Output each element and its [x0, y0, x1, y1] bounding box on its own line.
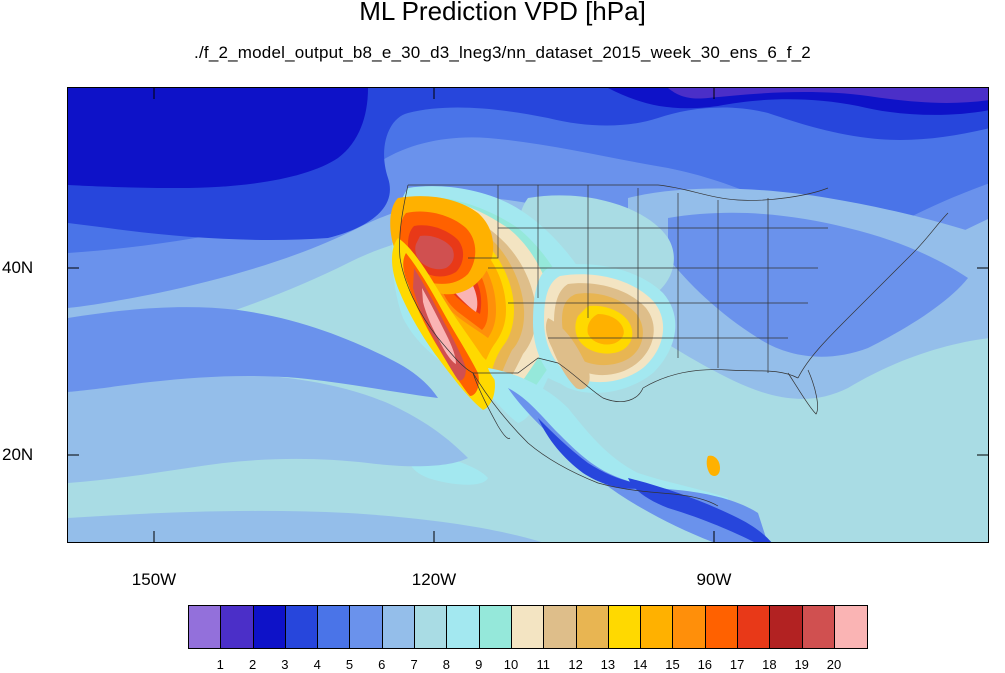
contour-pacific-7-south	[68, 510, 542, 542]
colorbar-swatch	[253, 606, 286, 648]
baja	[472, 372, 511, 439]
colorbar-swatch	[673, 606, 706, 648]
contour-mx-8	[488, 368, 728, 528]
contour-pacific-6-band	[68, 307, 438, 398]
state-line-1	[468, 185, 499, 259]
contour-east-us-5	[668, 212, 968, 357]
colorbar-label: 17	[729, 657, 745, 672]
contour-pacific-7-band	[68, 373, 468, 483]
contour-mx-11	[545, 318, 590, 390]
colorbar-label: 14	[632, 657, 648, 672]
colorbar-swatch	[834, 606, 868, 648]
colorbar-swatch	[415, 606, 448, 648]
colorbar-swatch	[770, 606, 803, 648]
us-east-coast	[797, 212, 949, 379]
colorbar-swatch	[382, 606, 416, 648]
colorbar-swatch	[576, 606, 609, 648]
chart-title: ML Prediction VPD [hPa]	[359, 0, 646, 26]
chart-subtitle: ./f_2_model_output_b8_e_30_d3_lneg3/nn_d…	[194, 43, 811, 62]
colorbar-swatch	[511, 606, 545, 648]
colorbar-label: 8	[442, 657, 450, 672]
colorbar-swatch	[285, 606, 319, 648]
colorbar-label: 5	[345, 657, 354, 672]
colorbar-swatch	[544, 606, 577, 648]
contour-north-pacific-2	[68, 88, 368, 188]
colorbar-label: 20	[826, 657, 842, 672]
florida	[787, 369, 818, 415]
colorbar-label: 19	[794, 657, 809, 672]
contour-north-1	[668, 88, 988, 103]
mexico-coast	[472, 372, 719, 507]
colorbar-label: 10	[503, 657, 519, 672]
us-mexico-border	[473, 357, 644, 402]
colorbar-label: 15	[665, 657, 680, 672]
contour-yucatan-15	[706, 455, 720, 476]
colorbar-swatch	[738, 606, 771, 648]
xtick-label-120w: 120W	[411, 570, 457, 589]
colorbar-label: 2	[248, 657, 257, 672]
colorbar-labels: 1 2 3 4 5 6 7 8 9 10 11 12 13 14 15 16 17 18 19 20	[0, 657, 1005, 673]
vpd-map	[68, 88, 988, 542]
colorbar-label: 9	[475, 657, 483, 672]
colorbar-swatch	[641, 606, 674, 648]
gulf-coast	[642, 369, 799, 389]
contour-tx-15	[587, 314, 624, 345]
colorbar-swatch	[221, 606, 254, 648]
colorbar-label: 11	[536, 657, 551, 672]
colorbar	[188, 605, 869, 649]
ytick-label-20n: 20N	[2, 445, 34, 464]
colorbar-label: 7	[410, 657, 418, 672]
colorbar-label: 13	[600, 657, 616, 672]
contour-ca-central-3	[628, 478, 772, 542]
contour-mx-3	[538, 418, 653, 489]
map-panel	[67, 87, 989, 543]
colorbar-swatch	[479, 606, 512, 648]
colorbar-label: 4	[313, 657, 321, 672]
us-canada-border	[408, 184, 829, 201]
colorbar-swatch	[608, 606, 642, 648]
contour-gb-19	[415, 235, 454, 270]
political-boundaries	[399, 184, 949, 507]
colorbar-swatch	[705, 606, 739, 648]
xtick-label-150w: 150W	[131, 570, 177, 589]
colorbar-swatch	[802, 606, 835, 648]
colorbar-swatch	[447, 606, 480, 648]
us-west-coast	[399, 184, 474, 374]
colorbar-label: 16	[697, 657, 713, 672]
contour-ca-20	[422, 288, 456, 364]
xtick-label-90w: 90W	[696, 570, 732, 589]
colorbar-label: 3	[281, 657, 289, 672]
colorbar-label: 6	[378, 657, 386, 672]
colorbar-swatch	[318, 606, 351, 648]
colorbar-swatch	[350, 606, 383, 648]
colorbar-label: 1	[216, 657, 224, 672]
colorbar-label: 12	[568, 657, 583, 672]
colorbar-label: 18	[762, 657, 777, 672]
ytick-label-40n: 40N	[2, 258, 34, 277]
colorbar-swatch	[189, 606, 222, 648]
